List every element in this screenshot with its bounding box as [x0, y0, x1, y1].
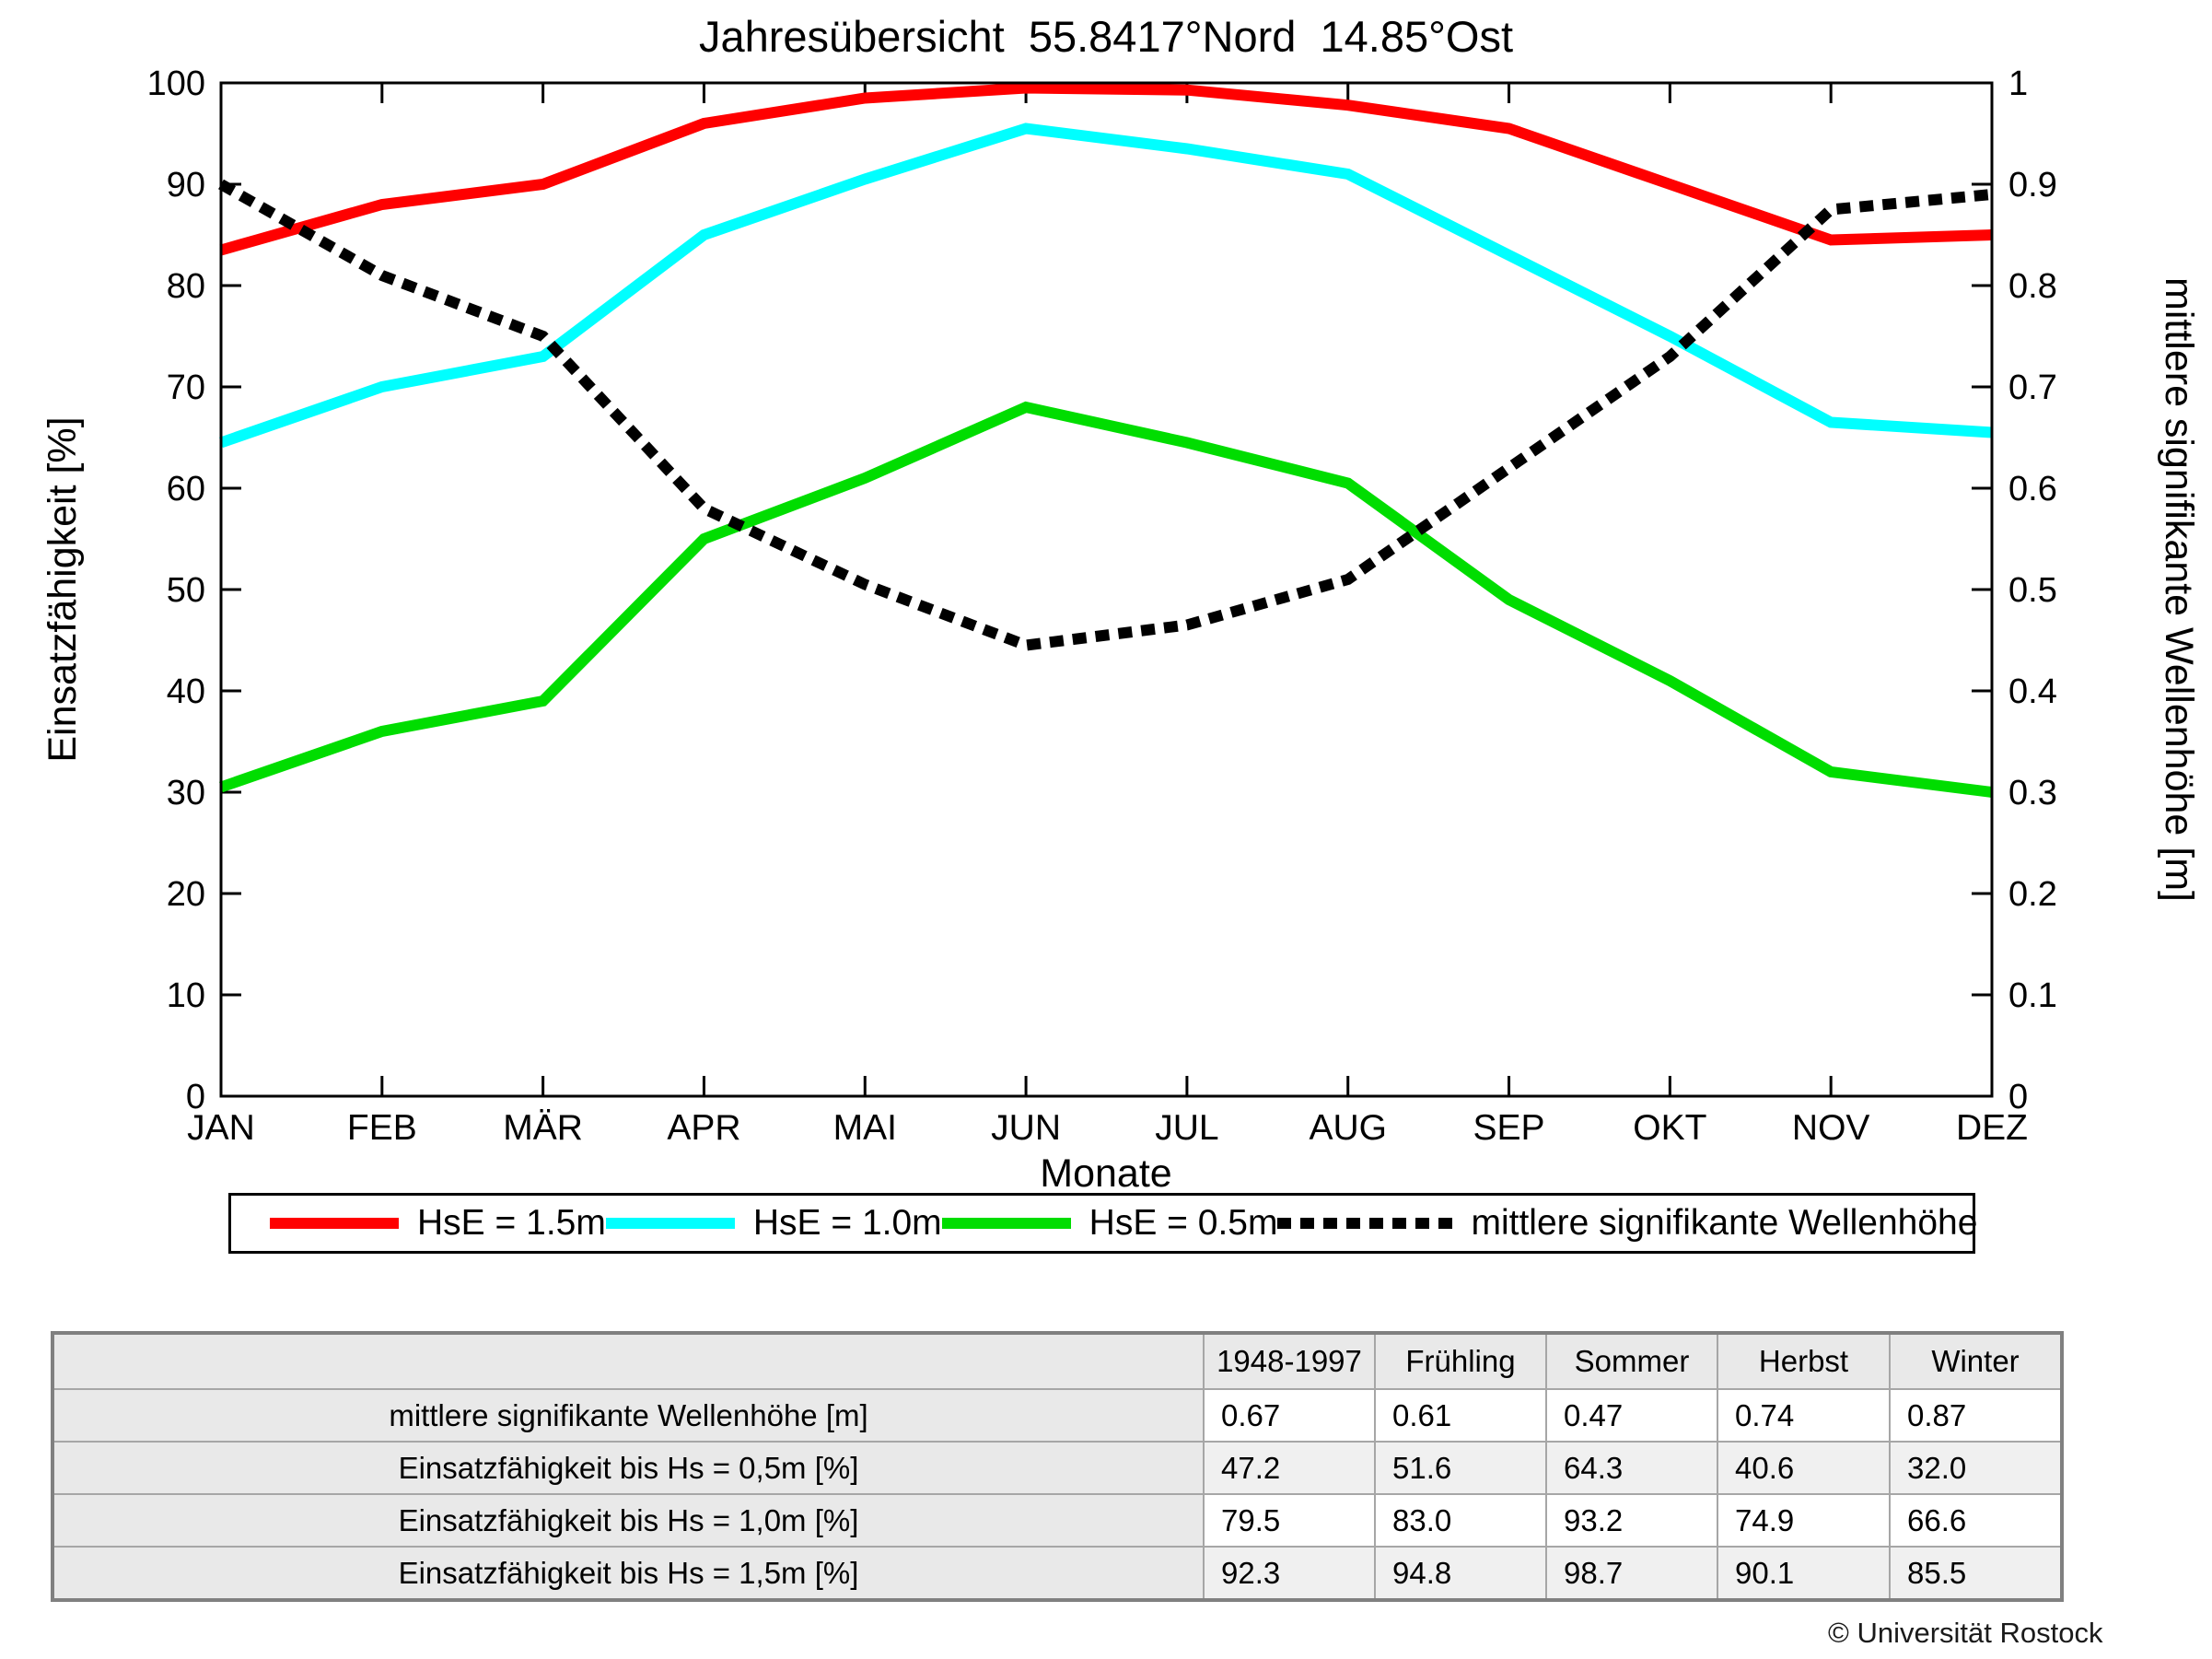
y-tick-label-left: 30 [167, 774, 205, 812]
y-tick-label-right: 0.9 [2008, 166, 2057, 204]
y-tick-label-left: 10 [167, 976, 205, 1015]
legend-swatch-hse-1.0m [605, 1218, 735, 1229]
table-cell: 85.5 [1889, 1546, 2063, 1601]
table-cell: 0.67 [1203, 1388, 1376, 1443]
y-axis-label-right: mittlere signifikante Wellenhöhe [m] [2157, 277, 2201, 902]
y-tick-label-left: 40 [167, 672, 205, 711]
y-tick-label-right: 0.7 [2008, 368, 2057, 407]
table-cell: 40.6 [1717, 1441, 1891, 1495]
y-tick-label-right: 0.4 [2008, 672, 2057, 711]
table-row-label: Einsatzfähigkeit bis Hs = 0,5m [%] [52, 1441, 1205, 1495]
legend-swatch-hse-0.5m [941, 1218, 1071, 1229]
table-row: mittlere signifikante Wellenhöhe [m] 0.67… [52, 1388, 2063, 1443]
x-tick-label: JAN [187, 1108, 255, 1148]
legend-item-mittlere-signifikante-wellenh-he: mittlere signifikante Wellenhöhe [1277, 1203, 1977, 1244]
x-tick-label: DEZ [1956, 1108, 2028, 1148]
table-header-cell: Herbst [1717, 1332, 1891, 1390]
legend-label: mittlere signifikante Wellenhöhe [1471, 1203, 1978, 1243]
series-line-mittlere-signifikante-wellenh-he [218, 179, 1993, 651]
chart-svg: Jahresübersicht 55.8417°Nord 14.85°Ost E… [41, 12, 2201, 1190]
table-row: Einsatzfähigkeit bis Hs = 1,0m [%] 79.5 83… [52, 1493, 2063, 1548]
y-tick-label-left: 90 [167, 166, 205, 204]
x-tick-label: SEP [1473, 1108, 1545, 1148]
y-tick-label-left: 100 [147, 64, 205, 103]
legend-label: HsE = 0.5m [1089, 1203, 1278, 1243]
legend-item-hse-0.5m: HsE = 0.5m [941, 1203, 1278, 1244]
table-cell: 0.87 [1889, 1388, 2063, 1443]
chart-legend: HsE = 1.5m HsE = 1.0m HsE = 0.5m mittlere s… [228, 1193, 1977, 1254]
x-tick-label: FEB [347, 1108, 417, 1148]
x-tick-label: JUN [991, 1108, 1061, 1148]
legend-label: HsE = 1.5m [417, 1203, 606, 1243]
y-axis-label-left: Einsatzfähigkeit [%] [41, 416, 85, 762]
legend-swatch-mittlere-signifikante-wellenh-he [1277, 1218, 1453, 1229]
copyright-note: © Universität Rostock [1828, 1617, 2103, 1649]
table-cell: 0.61 [1374, 1388, 1547, 1443]
table-row: Einsatzfähigkeit bis Hs = 1,5m [%] 92.3 94… [52, 1546, 2063, 1601]
plot-area: JAN FEB MÄR APR MAI JUN JUL AUG SEP OKT NOV DEZ0102… [147, 64, 2057, 1148]
table-cell: 0.47 [1545, 1388, 1718, 1443]
table-header-cell: Frühling [1374, 1332, 1547, 1390]
table-header-cell: 1948-1997 [1203, 1332, 1376, 1390]
x-tick-label: MAI [833, 1108, 897, 1148]
y-tick-label-left: 80 [167, 267, 205, 306]
table-cell: 92.3 [1203, 1546, 1376, 1601]
x-tick-label: JUL [1155, 1108, 1218, 1148]
y-tick-label-right: 0.6 [2008, 470, 2057, 508]
table-cell: 90.1 [1717, 1546, 1891, 1601]
legend-label: HsE = 1.0m [752, 1203, 942, 1243]
y-tick-label-left: 70 [167, 368, 205, 407]
table-cell: 98.7 [1545, 1546, 1718, 1601]
y-tick-label-left: 50 [167, 571, 205, 610]
series-line-hse-1.0m [219, 123, 1993, 449]
table-cell: 83.0 [1374, 1493, 1547, 1548]
table-cell: 64.3 [1545, 1441, 1718, 1495]
x-tick-label: MÄR [503, 1108, 583, 1148]
x-tick-label: NOV [1792, 1108, 1870, 1148]
season-stats-table: 1948-1997 Frühling Sommer Herbst Winter mitt… [51, 1331, 2064, 1602]
series-line-hse-0.5m [219, 401, 1993, 798]
table-header: 1948-1997 Frühling Sommer Herbst Winter [52, 1332, 2063, 1390]
y-tick-label-left: 0 [186, 1078, 205, 1116]
table-header-row: 1948-1997 Frühling Sommer Herbst Winter [52, 1332, 2063, 1390]
table-row-label: mittlere signifikante Wellenhöhe [m] [52, 1388, 1205, 1443]
series-line-hse-1.5m [219, 82, 1993, 256]
table-header-cell: Winter [1889, 1332, 2063, 1390]
table-body: mittlere signifikante Wellenhöhe [m] 0.67… [52, 1388, 2063, 1601]
x-axis-label: Monate [1040, 1151, 1171, 1190]
y-tick-label-right: 0.5 [2008, 571, 2057, 610]
plot-box [219, 81, 1994, 1098]
table-row: Einsatzfähigkeit bis Hs = 0,5m [%] 47.2 51… [52, 1441, 2063, 1495]
table-cell: 94.8 [1374, 1546, 1547, 1601]
y-tick-label-right: 0.2 [2008, 875, 2057, 914]
table-row-label: Einsatzfähigkeit bis Hs = 1,0m [%] [52, 1493, 1205, 1548]
y-tick-label-right: 1 [2008, 64, 2028, 103]
legend-item-hse-1.5m: HsE = 1.5m [270, 1203, 606, 1244]
y-tick-label-right: 0.3 [2008, 774, 2057, 812]
table-cell: 93.2 [1545, 1493, 1718, 1548]
table-header-cell [52, 1332, 1205, 1390]
legend-swatch-hse-1.5m [270, 1218, 399, 1229]
x-tick-label: APR [667, 1108, 740, 1148]
table-cell: 47.2 [1203, 1441, 1376, 1495]
x-tick-label: AUG [1309, 1108, 1387, 1148]
y-tick-label-left: 60 [167, 470, 205, 508]
y-tick-label-right: 0.1 [2008, 976, 2057, 1015]
y-tick-label-right: 0 [2008, 1078, 2028, 1116]
table-cell: 66.6 [1889, 1493, 2063, 1548]
table-cell: 74.9 [1717, 1493, 1891, 1548]
table-header-cell: Sommer [1545, 1332, 1718, 1390]
table-row-label: Einsatzfähigkeit bis Hs = 1,5m [%] [52, 1546, 1205, 1601]
table-cell: 79.5 [1203, 1493, 1376, 1548]
chart-title: Jahresübersicht 55.8417°Nord 14.85°Ost [699, 12, 1513, 61]
table-cell: 51.6 [1374, 1441, 1547, 1495]
y-tick-label-left: 20 [167, 875, 205, 914]
legend-item-hse-1.0m: HsE = 1.0m [605, 1203, 942, 1244]
table-cell: 32.0 [1889, 1441, 2063, 1495]
x-tick-label: OKT [1633, 1108, 1706, 1148]
table-cell: 0.74 [1717, 1388, 1891, 1443]
y-tick-label-right: 0.8 [2008, 267, 2057, 306]
